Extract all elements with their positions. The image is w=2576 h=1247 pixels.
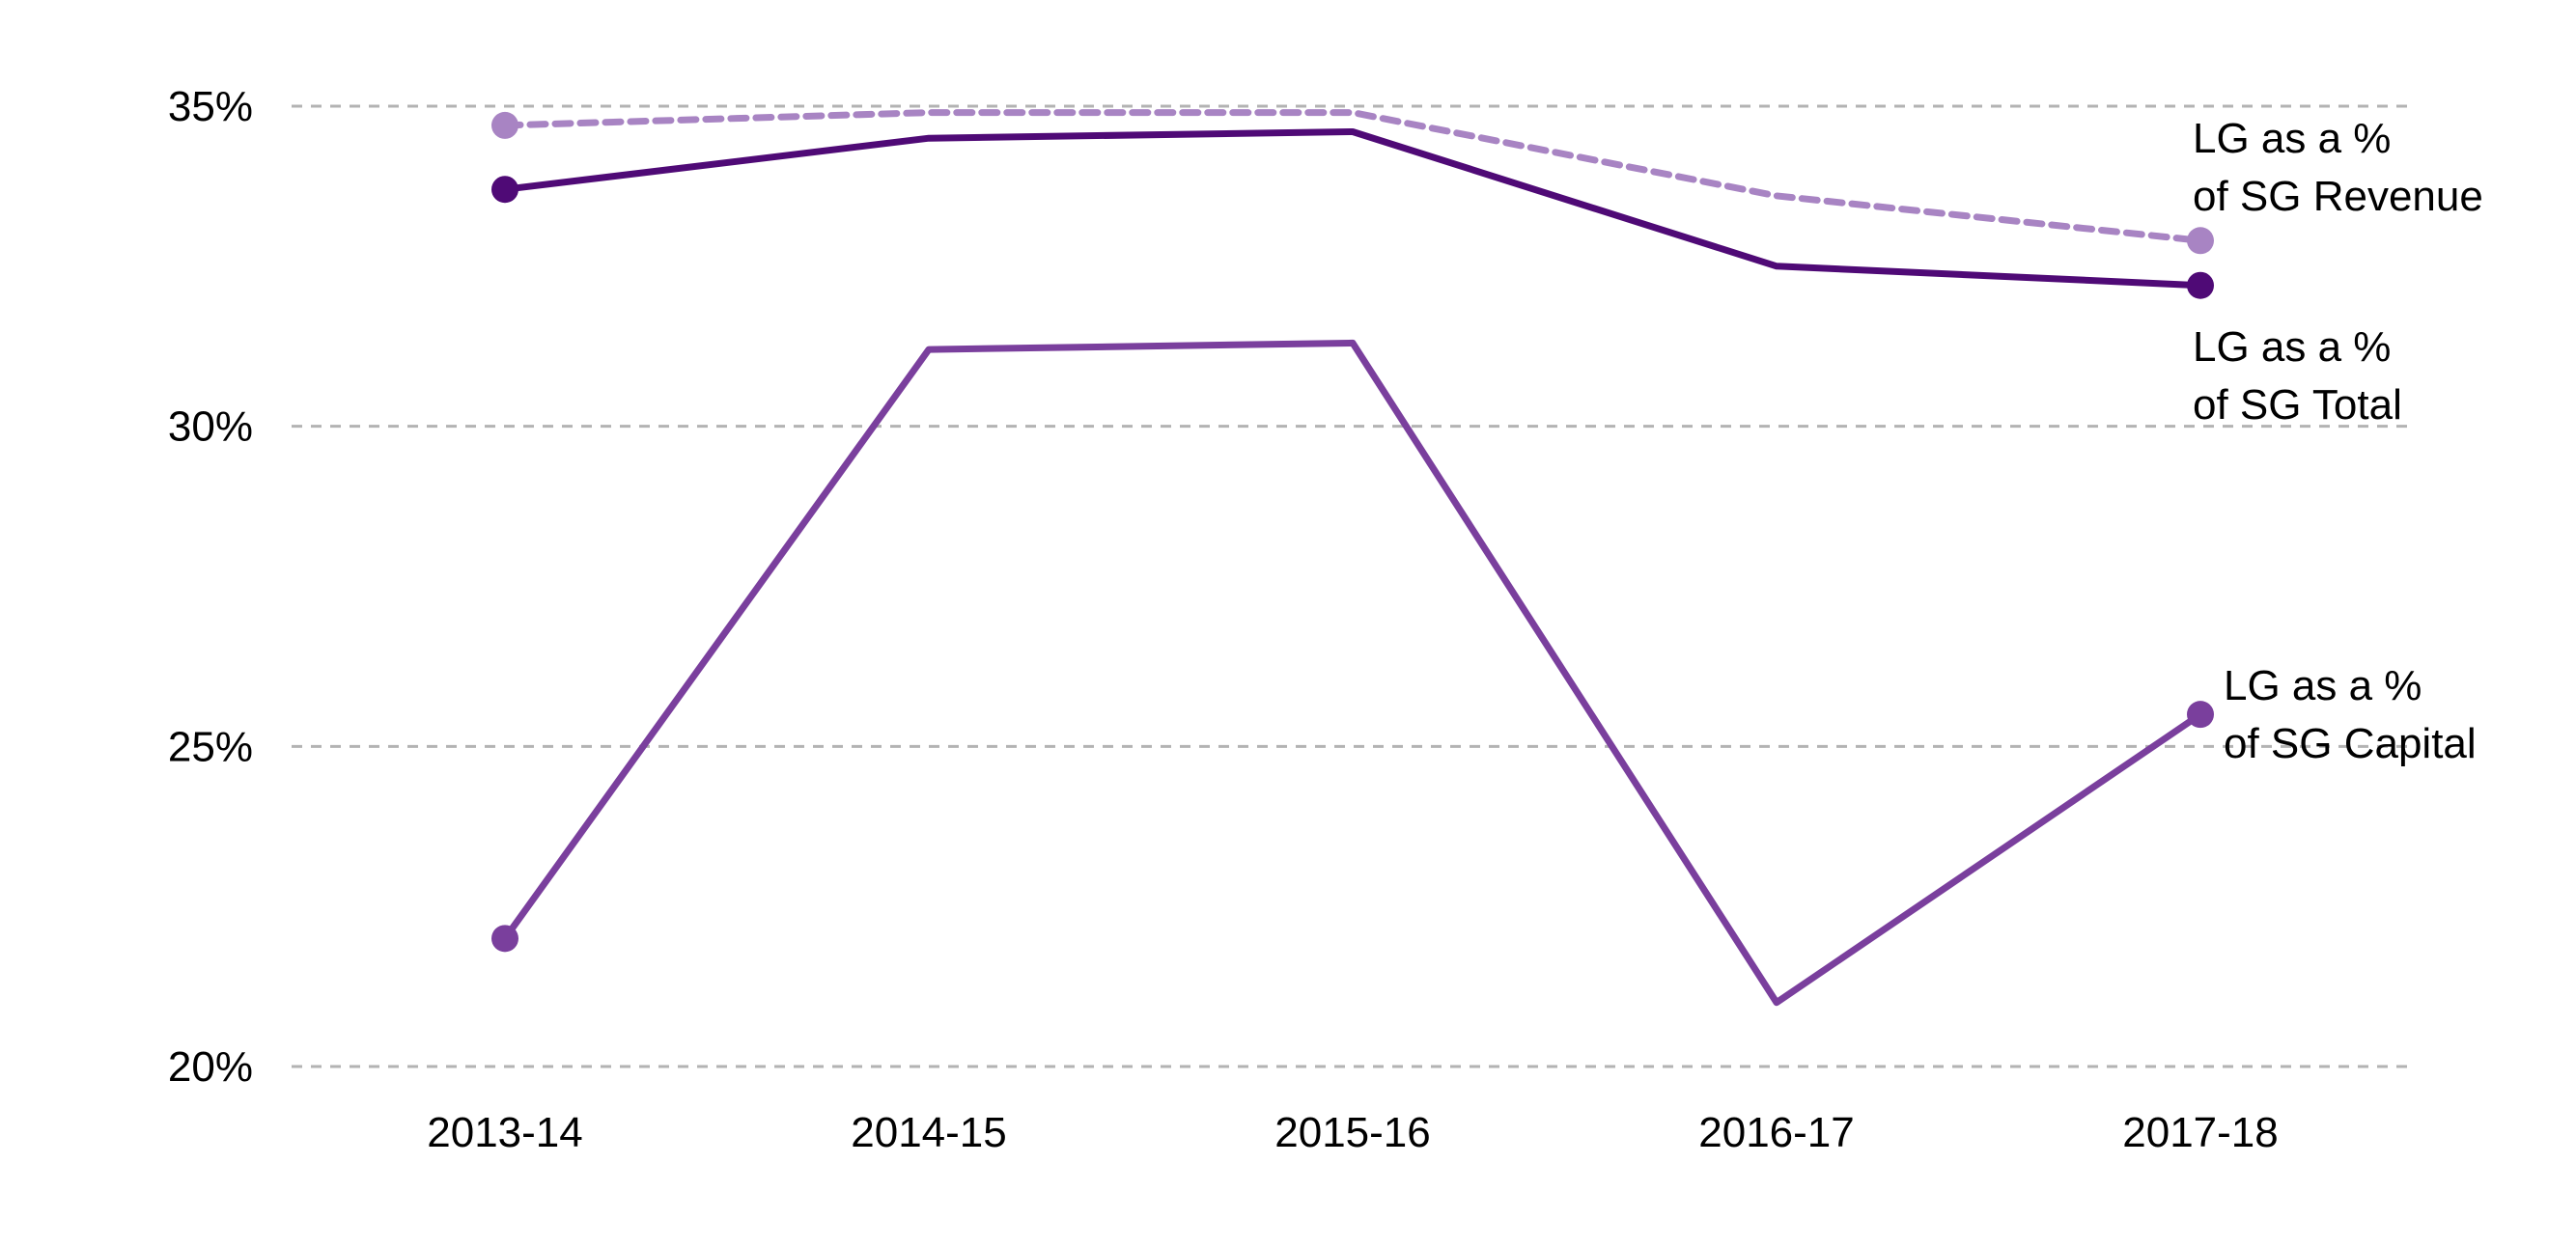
series-capital (491, 339, 2214, 1007)
series-label-line: of SG Revenue (2193, 173, 2483, 220)
x-tick-label: 2013-14 (427, 1109, 582, 1156)
y-tick-label: 35% (168, 83, 253, 130)
series-label-capital: LG as a % of SG Capital (2224, 662, 2477, 767)
series-point-capital-2017-18 (2187, 701, 2214, 729)
y-axis-tick-labels: 20% 25% 30% 35% (168, 83, 253, 1091)
gridlines (292, 104, 2414, 1068)
series-label-line: LG as a % (2193, 115, 2391, 162)
y-tick-label: 30% (168, 403, 253, 451)
series-point-capital-2013-14 (491, 925, 518, 953)
series-label-total: LG as a % of SG Total (2193, 323, 2402, 429)
x-tick-label: 2016-17 (1698, 1109, 1854, 1156)
series-point-total-2017-18 (2187, 271, 2214, 299)
x-axis-tick-labels: 2013-14 2014-15 2015-16 2016-17 2017-18 (427, 1109, 2278, 1156)
series-lines (491, 109, 2214, 1007)
series-label-line: LG as a % (2224, 662, 2422, 709)
series-point-total-2013-14 (491, 176, 518, 204)
series-label-line: of SG Total (2193, 381, 2402, 429)
series-labels: LG as a % of SG Revenue LG as a % of SG Tot… (2193, 115, 2483, 767)
series-line-revenue (501, 109, 2204, 244)
series-total (491, 128, 2214, 299)
series-revenue (491, 109, 2214, 255)
series-point-revenue-2013-14 (491, 111, 518, 139)
series-line-capital (501, 339, 2204, 1007)
y-tick-label: 25% (168, 723, 253, 770)
x-tick-label: 2014-15 (851, 1109, 1006, 1156)
y-tick-label: 20% (168, 1043, 253, 1091)
series-line-total (501, 128, 2204, 290)
series-point-revenue-2017-18 (2187, 227, 2214, 255)
x-tick-label: 2017-18 (2122, 1109, 2278, 1156)
series-label-revenue: LG as a % of SG Revenue (2193, 115, 2483, 220)
series-label-line: of SG Capital (2224, 720, 2477, 767)
x-tick-label: 2015-16 (1274, 1109, 1430, 1156)
series-label-line: LG as a % (2193, 323, 2391, 371)
